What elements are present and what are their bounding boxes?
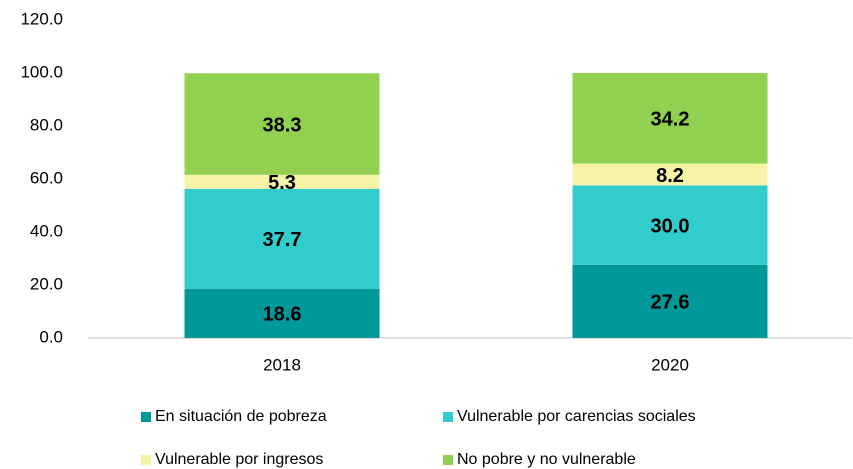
y-tick-label: 100.0 — [20, 62, 63, 81]
data-label: 30.0 — [651, 215, 690, 237]
data-label: 18.6 — [263, 304, 302, 326]
data-label: 5.3 — [268, 172, 296, 194]
legend-swatch — [443, 455, 453, 465]
bar-segment — [184, 188, 380, 289]
data-label: 8.2 — [656, 165, 684, 187]
data-label: 38.3 — [263, 114, 302, 136]
y-tick-label: 80.0 — [30, 115, 63, 134]
x-tick-label: 2020 — [651, 355, 689, 374]
legend-swatch — [443, 412, 453, 422]
bar-segment — [572, 163, 768, 186]
y-tick-label: 40.0 — [30, 221, 63, 240]
legend-label: En situación de pobreza — [155, 408, 327, 425]
x-tick-label: 2018 — [263, 355, 301, 374]
legend-swatch — [141, 455, 151, 465]
bar-segment — [184, 174, 380, 189]
bar-segment — [572, 185, 768, 265]
data-label: 34.2 — [651, 109, 690, 131]
legend-label: Vulnerable por ingresos — [155, 451, 323, 468]
legend-label: Vulnerable por carencias sociales — [457, 408, 696, 425]
bar-segment — [572, 73, 768, 164]
bar-segment — [572, 264, 768, 338]
bar-segment — [184, 288, 380, 338]
bar-segment — [184, 73, 380, 175]
data-label: 37.7 — [263, 229, 302, 251]
y-tick-label: 60.0 — [30, 168, 63, 187]
legend-swatch — [141, 412, 151, 422]
data-label: 27.6 — [651, 292, 690, 314]
y-tick-label: 120.0 — [20, 9, 63, 28]
y-tick-label: 20.0 — [30, 274, 63, 293]
y-tick-label: 0.0 — [39, 327, 63, 346]
legend-label: No pobre y no vulnerable — [457, 451, 636, 468]
